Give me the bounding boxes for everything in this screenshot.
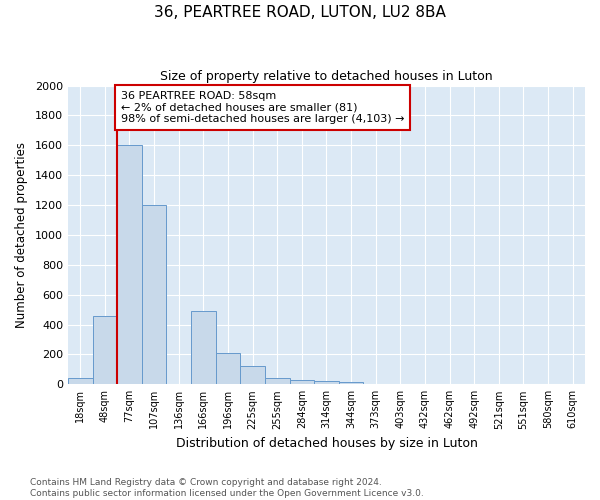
Bar xyxy=(339,382,364,384)
Y-axis label: Number of detached properties: Number of detached properties xyxy=(15,142,28,328)
Bar xyxy=(290,380,314,384)
Bar xyxy=(68,378,92,384)
Bar xyxy=(265,378,290,384)
Bar xyxy=(240,366,265,384)
X-axis label: Distribution of detached houses by size in Luton: Distribution of detached houses by size … xyxy=(176,437,478,450)
Bar xyxy=(215,353,240,384)
Title: Size of property relative to detached houses in Luton: Size of property relative to detached ho… xyxy=(160,70,493,83)
Bar xyxy=(314,382,339,384)
Bar xyxy=(92,316,117,384)
Text: Contains HM Land Registry data © Crown copyright and database right 2024.
Contai: Contains HM Land Registry data © Crown c… xyxy=(30,478,424,498)
Bar xyxy=(142,205,166,384)
Text: 36 PEARTREE ROAD: 58sqm
← 2% of detached houses are smaller (81)
98% of semi-det: 36 PEARTREE ROAD: 58sqm ← 2% of detached… xyxy=(121,91,404,124)
Text: 36, PEARTREE ROAD, LUTON, LU2 8BA: 36, PEARTREE ROAD, LUTON, LU2 8BA xyxy=(154,5,446,20)
Bar xyxy=(117,146,142,384)
Bar xyxy=(191,311,215,384)
